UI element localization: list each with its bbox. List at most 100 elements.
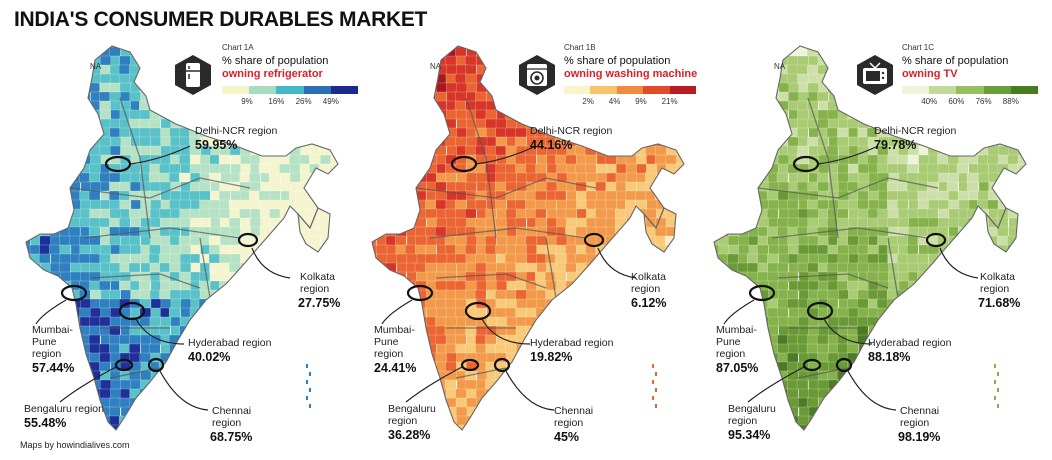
chennai-region-value: 68.75%	[210, 430, 253, 444]
kolkata-region-value: 27.75%	[298, 296, 341, 310]
bengaluru-callout-marker	[460, 358, 480, 372]
legend-tick-label: 16%	[268, 97, 285, 106]
mumbai-region-label: Mumbai-	[716, 324, 757, 336]
chennai-leader-line	[505, 370, 555, 411]
bengaluru-region-label-2: region	[388, 415, 418, 427]
legend-swatch	[902, 86, 930, 94]
island-mark	[309, 404, 311, 408]
legend-swatch	[222, 86, 250, 94]
chart-1b-panel: NA Chart 1B % share of population owning…	[346, 38, 698, 458]
island-mark	[652, 396, 654, 400]
bengaluru-region-label: Bengaluru	[388, 403, 436, 415]
chennai-region-value: 45%	[554, 430, 580, 444]
bengaluru-leader-line	[59, 366, 117, 403]
chennai-callout-marker	[147, 357, 165, 373]
bengaluru-leader-line	[405, 366, 463, 403]
mumbai-region-label-2: Pune	[32, 336, 57, 348]
india-map-refrigerator	[25, 45, 339, 431]
kolkata-callout-marker	[583, 232, 605, 248]
island-mark	[309, 388, 311, 392]
hyderabad-leader-line	[135, 318, 185, 345]
kolkata-region-label-2: region	[980, 283, 1010, 295]
na-label: NA	[90, 62, 102, 71]
island-mark	[309, 372, 311, 376]
legend-swatch	[983, 86, 1011, 94]
delhi-leader-line	[129, 145, 191, 165]
india-outline	[371, 45, 685, 431]
mumbai-region-label: Mumbai-	[374, 324, 415, 336]
map-credit: Maps by howindialives.com	[20, 440, 130, 450]
hyderabad-callout-marker	[118, 301, 146, 321]
chennai-callout-marker	[493, 357, 511, 373]
kolkata-callout-marker	[925, 232, 947, 248]
kolkata-region-value: 6.12%	[631, 296, 667, 310]
mumbai-callout-marker	[60, 284, 88, 302]
chart-subheader: owning washing machine	[564, 68, 698, 80]
chennai-region-label-2: region	[900, 417, 930, 429]
legend-tick-label: 76%	[975, 97, 992, 106]
state-borders	[69, 97, 251, 379]
bengaluru-region-label: Bengaluru	[728, 403, 776, 415]
chart-subheader: owning refrigerator	[222, 68, 323, 80]
kolkata-callout-marker	[237, 232, 259, 248]
kolkata-region-label-2: region	[631, 283, 661, 295]
hyderabad-callout-marker	[464, 301, 492, 321]
island-mark	[306, 380, 308, 384]
mumbai-region-label-3: region	[374, 348, 404, 360]
island-mark	[997, 404, 999, 408]
chart-subheader: owning TV	[902, 68, 958, 80]
legend-swatch	[616, 86, 644, 94]
island-mark	[306, 396, 308, 400]
india-outline	[713, 45, 1027, 431]
northeast-outline	[297, 207, 331, 253]
legend-swatch	[929, 86, 957, 94]
mumbai-region-value: 24.41%	[374, 361, 417, 375]
chart-1c-panel: NA Chart 1C % share of population owning…	[688, 38, 1038, 458]
island-mark	[652, 380, 654, 384]
legend-swatch	[643, 86, 670, 94]
color-legend	[902, 86, 1038, 94]
bengaluru-region-value: 95.34%	[728, 428, 771, 442]
mumbai-region-value: 87.05%	[716, 361, 759, 375]
mumbai-region-label-2: Pune	[374, 336, 399, 348]
chennai-region-label: Chennai	[554, 405, 594, 417]
northeast-outline	[643, 207, 677, 253]
bengaluru-region-value: 55.48%	[24, 416, 67, 430]
chennai-leader-line	[159, 370, 209, 411]
mumbai-callout-marker	[406, 284, 434, 302]
mumbai-region-value: 57.44%	[32, 361, 75, 375]
legend-tick-label: 2%	[582, 97, 594, 106]
legend-swatch	[564, 86, 591, 94]
chennai-region-label-2: region	[212, 417, 242, 429]
legend-swatch	[303, 86, 331, 94]
chennai-region-label: Chennai	[212, 405, 252, 417]
chart-1a-panel: NA Chart 1A % share of population owning…	[0, 38, 358, 458]
india-map-washing-machine	[371, 45, 685, 431]
legend-tick-label: 9%	[635, 97, 647, 106]
kolkata-leader-line	[251, 247, 291, 279]
legend-tick-label: 40%	[921, 97, 938, 106]
legend-swatch	[1010, 86, 1038, 94]
mumbai-leader-line	[381, 299, 413, 325]
legend-tick-label: 88%	[1002, 97, 1019, 106]
legend-tick-label: 21%	[661, 97, 678, 106]
delhi-leader-line	[817, 145, 879, 165]
state-borders	[757, 97, 939, 379]
bengaluru-region-label-2: region	[728, 415, 758, 427]
chart-header: % share of population	[902, 55, 1009, 67]
legend-tick-label: 49%	[322, 97, 339, 106]
kolkata-leader-line	[939, 247, 979, 279]
television-icon	[857, 55, 893, 95]
delhi-region-value: 79.78%	[874, 138, 917, 152]
delhi-region-label: Delhi-NCR region	[874, 125, 957, 137]
chennai-region-label: Chennai	[900, 405, 940, 417]
color-legend	[564, 86, 696, 94]
kolkata-leader-line	[597, 247, 637, 279]
hyderabad-region-label: Hyderabad region	[188, 337, 272, 349]
chennai-region-label-2: region	[554, 417, 584, 429]
india-map-tv	[713, 45, 1027, 431]
color-legend	[222, 86, 358, 94]
hyderabad-callout-marker	[806, 301, 834, 321]
legend-swatch	[590, 86, 617, 94]
chart-id: Chart 1C	[902, 43, 935, 52]
